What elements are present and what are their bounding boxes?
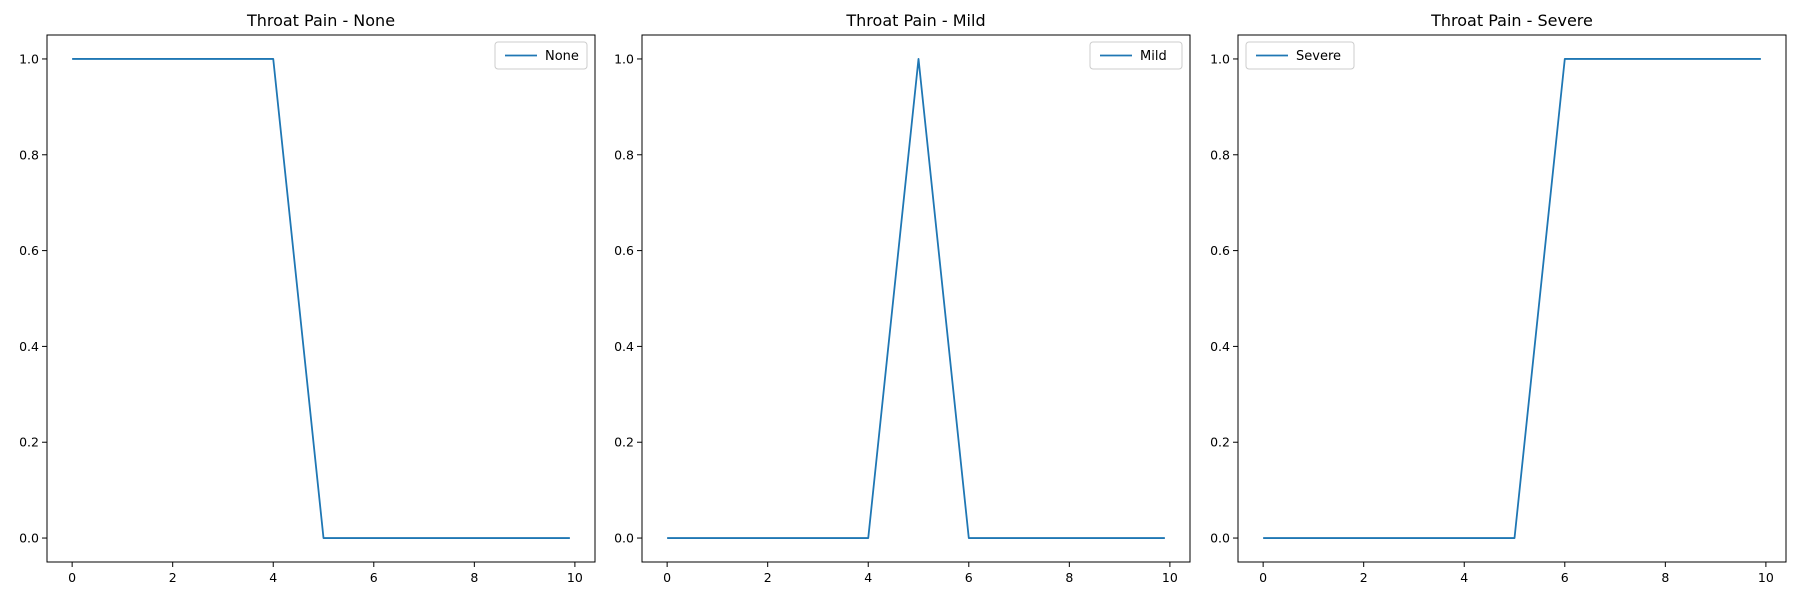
x-tick-label: 6	[370, 570, 378, 585]
y-tick-label: 0.2	[1210, 435, 1230, 450]
x-tick-label: 8	[470, 570, 478, 585]
y-tick-label: 1.0	[1210, 51, 1230, 66]
x-tick-label: 0	[68, 570, 76, 585]
legend: Mild	[1089, 41, 1183, 70]
axes-frame	[1237, 34, 1787, 563]
y-tick-label: 0.4	[1210, 339, 1230, 354]
y-tick-label: 1.0	[614, 51, 634, 66]
y-tick-label: 0.6	[614, 243, 634, 258]
legend-box	[1245, 41, 1355, 70]
x-tick-label: 6	[1561, 570, 1569, 585]
x-tick-label: 8	[1661, 570, 1669, 585]
chart-title: Throat Pain - Severe	[1430, 11, 1593, 30]
y-tick-label: 0.8	[19, 147, 39, 162]
x-tick-label: 8	[1065, 570, 1073, 585]
axes-frame	[46, 34, 596, 563]
x-tick-label: 2	[764, 570, 772, 585]
x-tick-label: 4	[864, 570, 872, 585]
y-tick-label: 0.6	[19, 243, 39, 258]
x-tick-label: 2	[169, 570, 177, 585]
legend-box	[1089, 41, 1183, 70]
legend-label: Mild	[1140, 49, 1167, 64]
series-line-none	[72, 58, 570, 539]
chart-panel-2: Throat Pain - Mild 0 2 4 6 8 10 0.0 0.2 0.4 0.6 0.8…	[614, 11, 1191, 585]
series-line-severe	[1263, 58, 1761, 539]
chart-panel-1: Throat Pain - None 0 2 4 6 8 10 0.0 0.2 0.4 0.6 0.8…	[19, 11, 596, 585]
y-tick-label: 0.8	[614, 147, 634, 162]
legend: None	[494, 41, 588, 70]
chart-title: Throat Pain - None	[246, 11, 395, 30]
y-tick-label: 0.6	[1210, 243, 1230, 258]
legend-label: None	[545, 49, 579, 64]
x-tick-label: 6	[965, 570, 973, 585]
y-tick-label: 0.0	[1210, 531, 1230, 546]
x-tick-label: 0	[1259, 570, 1267, 585]
legend: Severe	[1245, 41, 1355, 70]
x-tick-label: 2	[1360, 570, 1368, 585]
chart-title: Throat Pain - Mild	[845, 11, 985, 30]
x-tick-label: 4	[1460, 570, 1468, 585]
series-line-mild	[667, 58, 1165, 539]
y-tick-label: 0.2	[614, 435, 634, 450]
x-tick-label: 10	[1758, 570, 1774, 585]
y-tick-label: 0.2	[19, 435, 39, 450]
y-tick-label: 0.8	[1210, 147, 1230, 162]
y-tick-label: 1.0	[19, 51, 39, 66]
chart-panel-3: Throat Pain - Severe 0 2 4 6 8 10 0.0 0.2 0.4 0.6 0…	[1210, 11, 1787, 585]
y-tick-label: 0.0	[19, 531, 39, 546]
y-tick-label: 0.4	[19, 339, 39, 354]
axes-frame	[641, 34, 1191, 563]
y-tick-label: 0.0	[614, 531, 634, 546]
x-tick-label: 0	[663, 570, 671, 585]
legend-box	[494, 41, 588, 70]
x-tick-label: 4	[269, 570, 277, 585]
y-tick-label: 0.4	[614, 339, 634, 354]
legend-label: Severe	[1296, 49, 1341, 64]
x-tick-label: 10	[1162, 570, 1178, 585]
x-tick-label: 10	[567, 570, 583, 585]
